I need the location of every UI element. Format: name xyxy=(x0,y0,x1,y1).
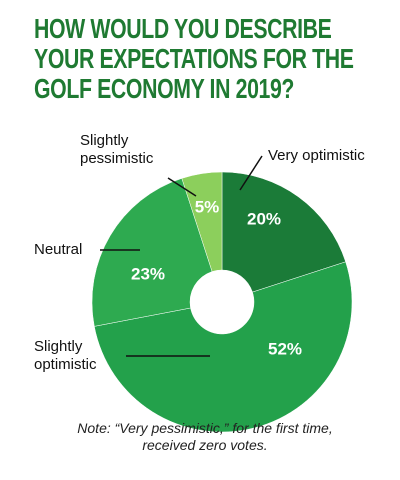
donut-slice xyxy=(91,178,213,327)
value-label: 5% xyxy=(195,197,220,216)
category-label: Neutral xyxy=(34,241,82,258)
donut-slice xyxy=(181,171,223,272)
value-label: 20% xyxy=(247,209,281,228)
chart-title: HOW WOULD YOU DESCRIBE YOUR EXPECTATIONS… xyxy=(34,13,354,104)
note: Note: “Very pessimistic,” for the first … xyxy=(77,420,333,453)
category-label: Slightly pessimistic xyxy=(80,132,154,167)
donut-slice xyxy=(221,171,346,293)
donut-slice xyxy=(94,261,353,433)
leader-line xyxy=(239,155,263,191)
category-label: Very optimistic xyxy=(268,147,365,164)
value-label: 23% xyxy=(131,264,165,283)
value-label: 52% xyxy=(268,339,302,358)
category-label: Slightly optimistic xyxy=(34,338,97,373)
leader-line xyxy=(167,177,197,197)
